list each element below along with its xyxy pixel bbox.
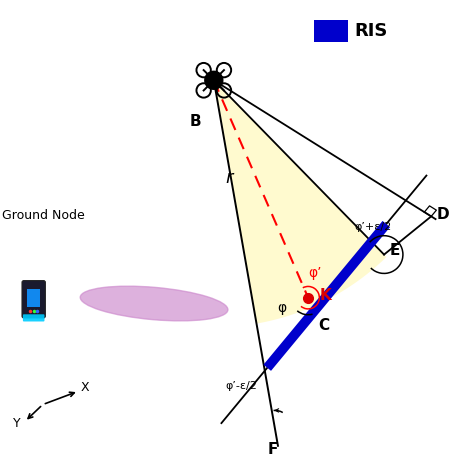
Text: X: X (80, 381, 88, 394)
Text: φ: φ (277, 301, 286, 315)
Bar (314, 20, 347, 42)
Text: φ’: φ’ (308, 266, 321, 280)
Text: RIS: RIS (354, 22, 387, 40)
Text: r: r (226, 169, 233, 187)
Text: D: D (436, 206, 448, 222)
FancyBboxPatch shape (23, 314, 44, 322)
FancyBboxPatch shape (22, 281, 45, 318)
Text: C: C (318, 318, 328, 333)
Text: E: E (389, 243, 399, 259)
Bar (27, 289, 40, 307)
Text: K: K (319, 288, 331, 303)
Ellipse shape (80, 286, 227, 321)
Text: Y: Y (13, 418, 20, 431)
Text: φ’-ε/2: φ’-ε/2 (225, 381, 257, 391)
Text: φ’+ε/2: φ’+ε/2 (354, 222, 391, 232)
Text: F: F (267, 442, 277, 457)
Text: Ground Node: Ground Node (2, 208, 85, 221)
Polygon shape (213, 80, 386, 323)
Circle shape (204, 71, 222, 89)
Text: B: B (189, 114, 201, 129)
